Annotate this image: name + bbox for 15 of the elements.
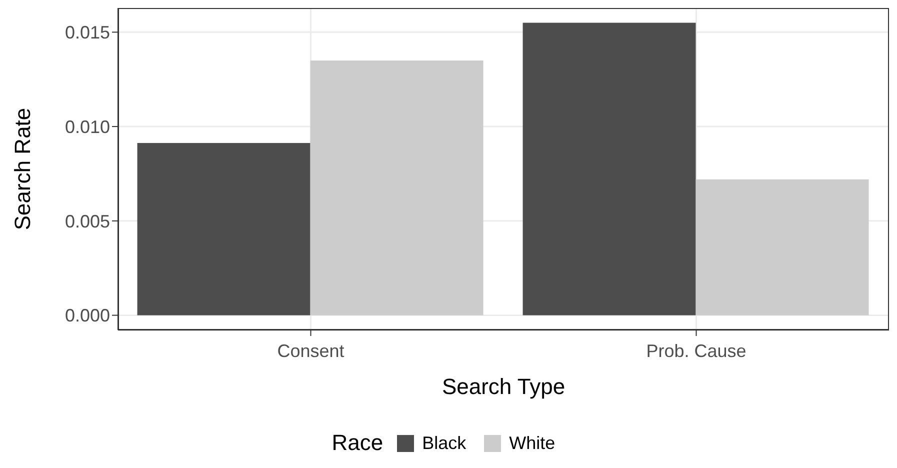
bar bbox=[522, 22, 696, 316]
y-tick-label: 0.015 bbox=[64, 22, 110, 43]
y-tick-label: 0.010 bbox=[64, 116, 110, 137]
legend-label: White bbox=[508, 432, 556, 454]
bar bbox=[696, 179, 869, 316]
legend-label: Black bbox=[421, 432, 466, 454]
bar bbox=[310, 60, 484, 316]
x-axis-title: Search Type bbox=[442, 374, 566, 399]
bar bbox=[137, 142, 310, 316]
y-tick-label: 0.000 bbox=[64, 306, 110, 326]
y-tick-label: 0.005 bbox=[64, 211, 110, 232]
x-tick-label: Prob. Cause bbox=[646, 340, 746, 361]
legend-title: Race bbox=[332, 430, 384, 456]
x-tick-label: Consent bbox=[277, 340, 344, 361]
y-axis-title: Search Rate bbox=[10, 108, 35, 230]
